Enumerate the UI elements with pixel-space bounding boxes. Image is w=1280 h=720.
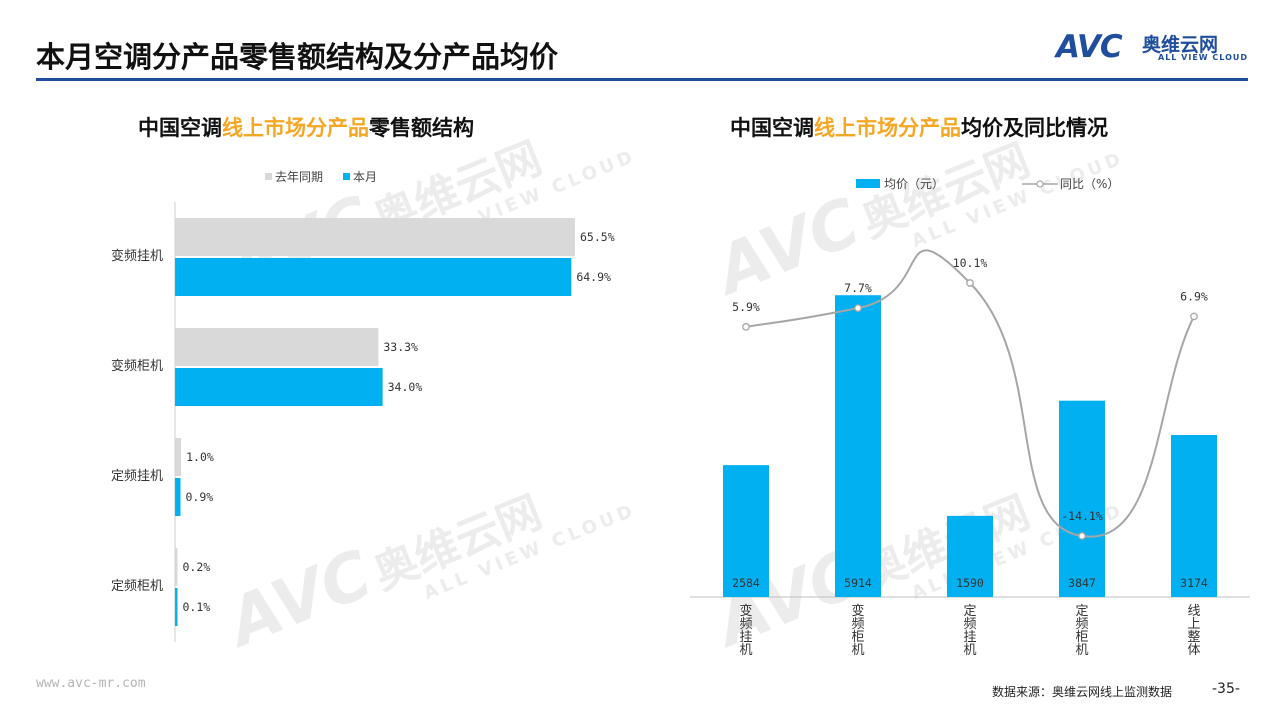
yoy-label: 7.7% bbox=[844, 281, 872, 295]
legend-line-marker bbox=[1022, 179, 1059, 188]
bar-avg-price bbox=[1059, 400, 1105, 597]
data-label: 33.3% bbox=[383, 340, 418, 354]
yoy-point bbox=[1190, 312, 1198, 321]
data-label: 0.9% bbox=[185, 490, 213, 504]
category-label: 定频柜机 bbox=[1075, 604, 1088, 658]
yoy-point bbox=[854, 304, 862, 312]
category-label: 定频柜机 bbox=[111, 579, 163, 594]
category-label: 线上整体 bbox=[1187, 604, 1200, 658]
bar-current-month bbox=[175, 478, 181, 516]
left-chart-legend: 去年同期 本月 bbox=[265, 168, 377, 185]
legend-swatch-bar bbox=[856, 179, 880, 188]
bar-value-label: 3847 bbox=[1068, 576, 1096, 590]
bar-prev-year bbox=[175, 218, 575, 256]
bar-current-month bbox=[175, 258, 572, 296]
bar-current-month bbox=[175, 368, 383, 406]
data-label: 64.9% bbox=[576, 270, 611, 284]
right-chart-legend: 均价（元） 同比（%） bbox=[856, 175, 1119, 192]
legend-swatch-curr bbox=[343, 173, 351, 180]
data-label: 34.0% bbox=[388, 380, 423, 394]
legend-label-curr: 本月 bbox=[353, 170, 378, 184]
legend-swatch-prev bbox=[265, 173, 272, 180]
footer-url: www.avc-mr.com bbox=[36, 676, 146, 691]
bar-value-label: 5914 bbox=[844, 576, 872, 590]
legend-label-bar: 均价（元） bbox=[884, 177, 945, 191]
category-label: 变频柜机 bbox=[111, 358, 163, 374]
footer-source: 数据来源：奥维云网线上监测数据 bbox=[992, 685, 1173, 699]
bar-avg-price bbox=[947, 515, 993, 597]
logo-mark: AVC bbox=[1056, 29, 1123, 65]
data-label: 1.0% bbox=[186, 450, 214, 464]
data-label: 65.5% bbox=[580, 230, 615, 244]
bar-avg-price bbox=[723, 465, 769, 597]
yoy-line bbox=[745, 249, 1195, 538]
category-label: 定频挂机 bbox=[111, 469, 163, 484]
category-label: 变频挂机 bbox=[739, 603, 752, 658]
legend-label-line: 同比（%） bbox=[1060, 177, 1120, 191]
bar-current-month bbox=[175, 588, 178, 626]
bar-value-label: 3174 bbox=[1180, 576, 1208, 590]
yoy-label: 10.1% bbox=[953, 256, 988, 270]
yoy-point bbox=[1078, 532, 1086, 540]
category-label: 变频柜机 bbox=[851, 603, 864, 658]
data-label: 0.1% bbox=[183, 600, 211, 614]
yoy-point bbox=[742, 323, 750, 331]
category-label: 定频挂机 bbox=[963, 604, 976, 658]
yoy-label: -14.1% bbox=[1061, 509, 1103, 523]
bar-avg-price bbox=[835, 295, 881, 597]
yoy-point bbox=[966, 279, 974, 287]
logo-en: ALL VIEW CLOUD bbox=[1158, 53, 1249, 62]
page-number: -35- bbox=[1212, 681, 1240, 697]
bar-prev-year bbox=[175, 328, 379, 366]
data-label: 0.2% bbox=[183, 560, 211, 574]
bar-avg-price bbox=[1171, 435, 1217, 597]
yoy-label: 5.9% bbox=[732, 300, 760, 314]
logo-cn: 奥维云网 bbox=[1142, 34, 1219, 56]
title-divider bbox=[36, 78, 1248, 81]
legend-label-prev: 去年同期 bbox=[275, 170, 324, 184]
bar-value-label: 1590 bbox=[956, 576, 984, 590]
bar-value-label: 2584 bbox=[732, 576, 760, 590]
bar-prev-year bbox=[175, 548, 178, 586]
page-title: 本月空调分产品零售额结构及分产品均价 bbox=[36, 40, 559, 74]
left-chart-title: 中国空调线上市场分产品零售额结构 bbox=[138, 116, 474, 140]
right-chart-title: 中国空调线上市场分产品均价及同比情况 bbox=[730, 116, 1108, 140]
yoy-label: 6.9% bbox=[1180, 289, 1208, 303]
bar-prev-year bbox=[175, 438, 182, 476]
avc-logo: AVC 奥维云网 ALL VIEW CLOUD bbox=[1056, 30, 1248, 66]
category-label: 变频挂机 bbox=[111, 248, 163, 264]
